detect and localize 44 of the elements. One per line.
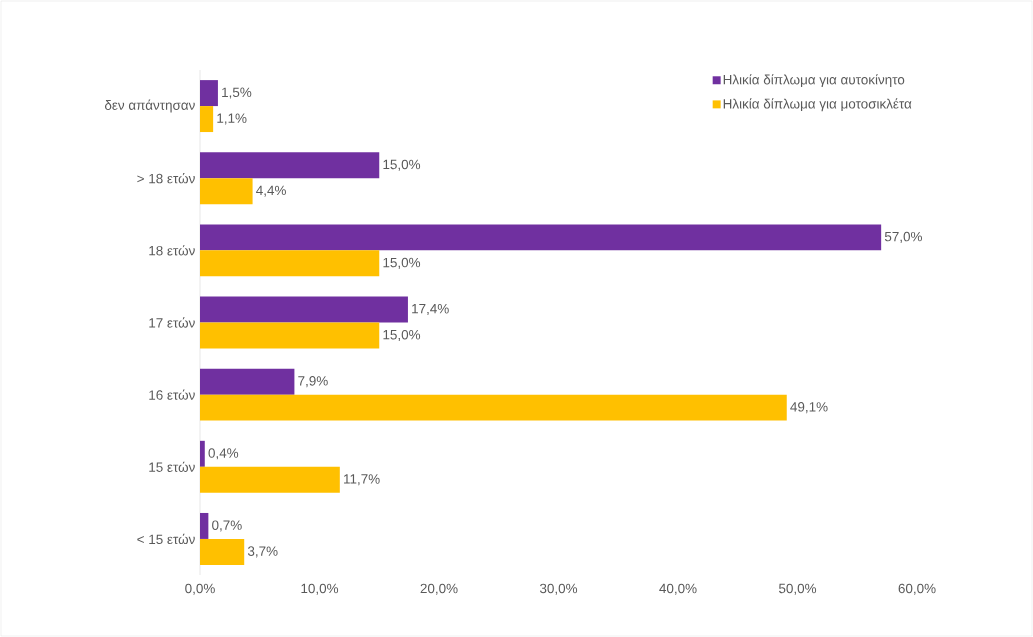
bar bbox=[200, 106, 214, 133]
legend-label: Ηλικία δίπλωμα για μοτοσικλέτα bbox=[723, 98, 912, 112]
y-tick-label: 16 ετών bbox=[149, 389, 195, 400]
y-tick-label: 17 ετών bbox=[149, 317, 195, 328]
bar bbox=[200, 512, 209, 539]
y-tick-label: > 18 ετών bbox=[137, 173, 195, 184]
bar bbox=[200, 368, 295, 395]
data-label: 1,5% bbox=[222, 87, 252, 99]
bar bbox=[200, 250, 380, 277]
data-label: 17,4% bbox=[412, 304, 449, 316]
data-label: 7,9% bbox=[298, 376, 328, 388]
legend-label: Ηλικία δίπλωμα για αυτοκίνητο bbox=[723, 74, 905, 88]
data-label: 0,4% bbox=[208, 448, 239, 460]
bar bbox=[200, 538, 245, 565]
data-label: 1,1% bbox=[217, 113, 247, 125]
bar bbox=[200, 152, 380, 179]
bar bbox=[200, 80, 218, 107]
data-label: 4,4% bbox=[256, 185, 286, 197]
bar bbox=[200, 224, 882, 251]
x-tick-label: 20,0% bbox=[420, 583, 458, 595]
x-tick-label: 60,0% bbox=[898, 583, 936, 595]
x-tick-label: 50,0% bbox=[778, 583, 817, 595]
data-label: 11,7% bbox=[344, 474, 380, 486]
data-label: 3,7% bbox=[247, 546, 278, 558]
x-tick-label: 10,0% bbox=[301, 583, 339, 595]
data-label: 15,0% bbox=[383, 159, 421, 171]
bar bbox=[200, 440, 205, 467]
bar bbox=[200, 178, 253, 205]
x-tick-label: 40,0% bbox=[659, 583, 697, 595]
data-label: 15,0% bbox=[383, 329, 421, 342]
data-label: 0,7% bbox=[212, 520, 242, 532]
bar bbox=[200, 296, 408, 323]
data-label: 49,1% bbox=[790, 402, 828, 414]
bar bbox=[200, 394, 787, 421]
bar bbox=[200, 466, 340, 493]
y-tick-label: δεν απάντησαν bbox=[104, 99, 195, 113]
y-tick-label: < 15 ετών bbox=[137, 533, 195, 545]
x-tick-label: 30,0% bbox=[539, 583, 578, 595]
y-tick-label: 15 ετών bbox=[149, 461, 195, 472]
data-label: 57,0% bbox=[884, 231, 922, 243]
y-tick-label: 18 ετών bbox=[149, 245, 195, 256]
x-tick-label: 0,0% bbox=[185, 583, 215, 595]
bar bbox=[200, 322, 380, 349]
data-label: 15,0% bbox=[383, 257, 421, 269]
